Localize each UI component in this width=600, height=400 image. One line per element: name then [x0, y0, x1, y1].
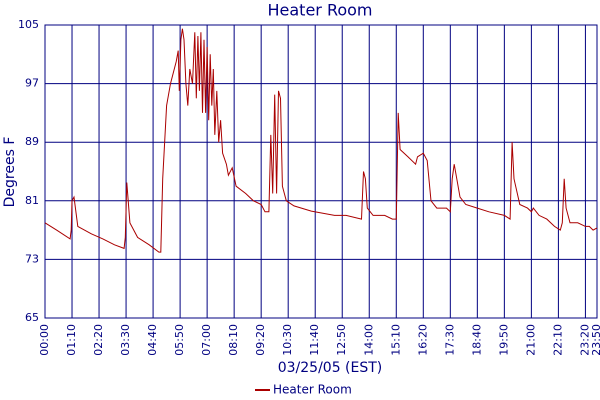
y-tick-label: 105 — [18, 18, 39, 31]
x-tick-label: 23:50 — [590, 324, 600, 356]
x-tick-label: 12:50 — [335, 324, 348, 356]
y-tick-label: 97 — [25, 77, 39, 90]
x-tick-label: 08:10 — [227, 324, 240, 356]
data-line — [44, 28, 598, 253]
x-tick-label: 09:20 — [254, 324, 267, 356]
x-tick-label: 07:00 — [200, 324, 213, 356]
x-axis-label: 03/25/05 (EST) — [278, 360, 383, 376]
x-tick-label: 04:40 — [146, 324, 159, 356]
x-tick-label: 23:20 — [578, 324, 591, 356]
y-tick-label: 65 — [25, 311, 39, 324]
x-tick-label: 17:30 — [443, 324, 456, 356]
x-tick-label: 10:30 — [281, 324, 294, 356]
x-tick-label: 00:00 — [38, 324, 51, 356]
y-tick-label: 89 — [25, 135, 39, 148]
x-tick-label: 16:20 — [416, 324, 429, 356]
x-tick-label: 03:30 — [119, 324, 132, 356]
y-tick-label: 81 — [25, 194, 39, 207]
x-tick-label: 14:00 — [362, 324, 375, 356]
x-tick-label: 02:20 — [92, 324, 105, 356]
x-tick-label: 15:10 — [389, 324, 402, 356]
x-tick-label: 01:10 — [65, 324, 78, 356]
plot-area — [44, 24, 598, 319]
y-axis-label: Degrees F — [2, 137, 18, 208]
x-tick-label: 22:10 — [551, 324, 564, 356]
chart-title: Heater Room — [267, 1, 372, 20]
y-tick-label: 73 — [25, 252, 39, 265]
x-tick-label: 11:40 — [308, 324, 321, 356]
x-tick-label: 18:40 — [470, 324, 483, 356]
x-tick-label: 05:50 — [173, 324, 186, 356]
x-tick-label: 21:00 — [524, 324, 537, 356]
x-tick-label: 19:50 — [497, 324, 510, 356]
legend-label: Heater Room — [273, 383, 352, 397]
